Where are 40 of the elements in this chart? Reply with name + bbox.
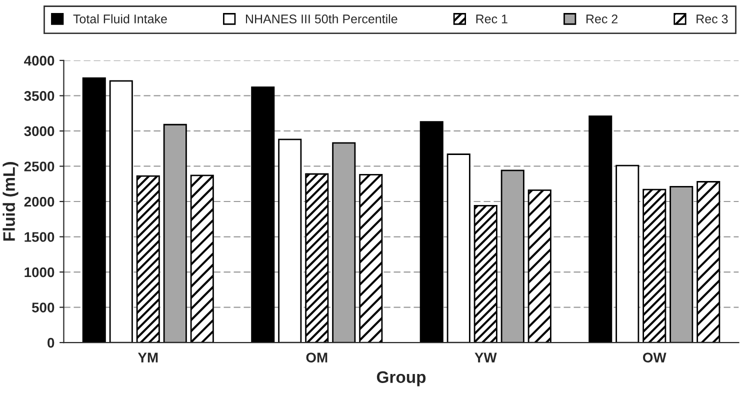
bar [616, 164, 640, 343]
legend-label: Rec 1 [476, 14, 508, 24]
y-tick-label: 3000 [24, 126, 54, 136]
bar [332, 142, 356, 343]
x-tick-label: YW [474, 352, 497, 362]
bar [670, 186, 694, 343]
bar [474, 205, 498, 343]
bar [82, 77, 106, 343]
y-tick-label: 1000 [24, 267, 54, 278]
x-tick-label: YM [138, 352, 158, 362]
bar [642, 188, 666, 343]
bar [163, 124, 187, 343]
bar [359, 174, 383, 343]
x-tick-label: OW [642, 352, 666, 362]
x-tick-label: OM [306, 352, 328, 362]
legend-label: Rec 2 [586, 14, 618, 24]
y-tick-label: 0 [48, 338, 54, 348]
bar [528, 190, 552, 343]
x-axis-title: Group [376, 371, 426, 386]
bar [500, 170, 524, 343]
y-tick-label: 500 [32, 302, 54, 312]
bar [278, 138, 302, 343]
bar [136, 175, 160, 343]
y-tick-label: 1500 [24, 232, 54, 242]
bar [109, 80, 133, 343]
bar [251, 86, 275, 343]
y-tick-label: 3500 [24, 91, 54, 101]
legend-label: NHANES III 50th Percentile [246, 14, 398, 24]
y-axis-title: Fluid (mL) [2, 162, 18, 241]
bar [588, 115, 612, 343]
y-tick-label: 4000 [24, 56, 54, 66]
y-tick-label: 2000 [24, 196, 54, 207]
bar [696, 181, 720, 343]
bar [190, 174, 214, 343]
bar [446, 154, 470, 343]
bar [420, 121, 444, 343]
legend-label: Total Fluid Intake [73, 14, 167, 24]
legend-label: Rec 3 [696, 14, 728, 24]
y-tick-label: 2500 [24, 162, 54, 172]
bar [305, 173, 329, 343]
